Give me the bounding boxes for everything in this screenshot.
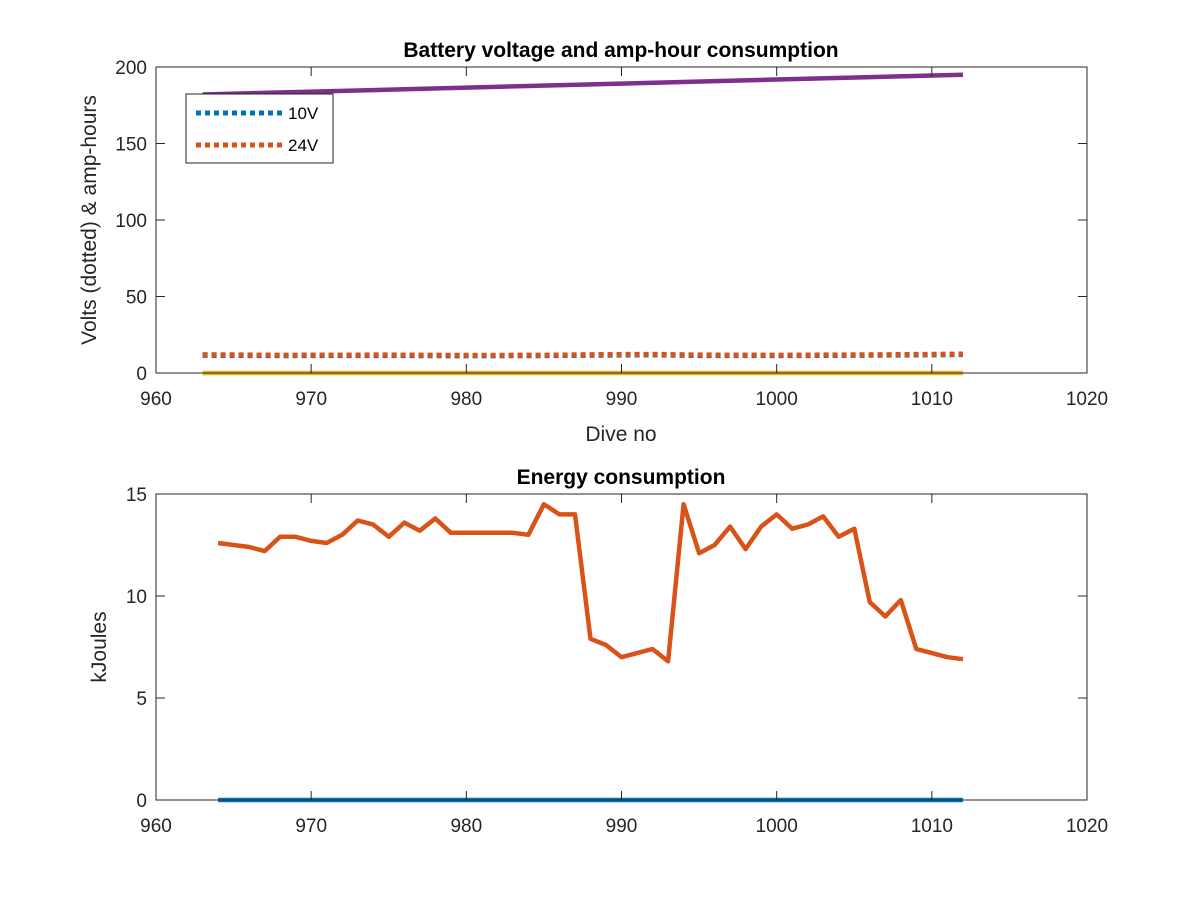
energy-x-tick-label: 1000	[756, 816, 798, 837]
voltage-y-tick-label: 50	[126, 288, 147, 309]
voltage-x-ticks: 960 970 980 990 1000 1010 1020	[140, 67, 1108, 410]
energy-x-tick-label: 980	[450, 816, 482, 837]
energy-y-tick-label: 0	[136, 791, 147, 812]
voltage-y-ticks: 0 50 100 150 200	[115, 58, 1087, 385]
energy-y-tick-label: 15	[126, 485, 147, 506]
voltage-series-line-3	[202, 72, 963, 97]
voltage-x-tick-label: 1010	[911, 389, 953, 410]
energy-y-axis-label: kJoules	[88, 611, 111, 682]
voltage-x-tick-label: 960	[140, 389, 172, 410]
energy-axes: 960 970 980 990 1000 1010 1020 0 5 10 15 Energy c…	[88, 466, 1108, 837]
energy-x-tick-label: 1020	[1066, 816, 1108, 837]
energy-plot-area	[156, 494, 1087, 800]
voltage-x-tick-label: 990	[606, 389, 638, 410]
energy-chart-title: Energy consumption	[517, 466, 726, 489]
energy-y-tick-label: 10	[126, 587, 147, 608]
voltage-x-tick-label: 1000	[756, 389, 798, 410]
voltage-x-tick-label: 980	[450, 389, 482, 410]
voltage-y-axis-label: Volts (dotted) & amp-hours	[78, 95, 101, 345]
voltage-x-axis-label: Dive no	[585, 423, 656, 446]
legend-10v-label: 10V	[288, 104, 319, 123]
voltage-y-tick-label: 100	[115, 211, 147, 232]
voltage-y-tick-label: 150	[115, 135, 147, 156]
voltage-axes: 960 970 980 990 1000 1010 1020 0 50 100 150 200 Ba…	[78, 39, 1108, 446]
voltage-chart-title: Battery voltage and amp-hour consumption	[403, 39, 838, 62]
voltage-x-tick-label: 1020	[1066, 389, 1108, 410]
energy-series-line-1	[217, 501, 964, 664]
energy-x-tick-label: 970	[295, 816, 327, 837]
legend-box	[185, 93, 334, 164]
energy-x-tick-label: 960	[140, 816, 172, 837]
energy-y-tick-label: 5	[136, 689, 147, 710]
voltage-legend: 10V 24V	[185, 93, 334, 164]
voltage-x-tick-label: 970	[295, 389, 327, 410]
energy-y-ticks: 0 5 10 15	[126, 485, 1087, 812]
voltage-series-line-24v	[202, 351, 963, 358]
voltage-y-tick-label: 0	[136, 364, 147, 385]
energy-x-ticks: 960 970 980 990 1000 1010 1020	[140, 494, 1108, 837]
energy-x-tick-label: 1010	[911, 816, 953, 837]
legend-24v-label: 24V	[288, 136, 319, 155]
energy-x-tick-label: 990	[606, 816, 638, 837]
voltage-y-tick-label: 200	[115, 58, 147, 79]
